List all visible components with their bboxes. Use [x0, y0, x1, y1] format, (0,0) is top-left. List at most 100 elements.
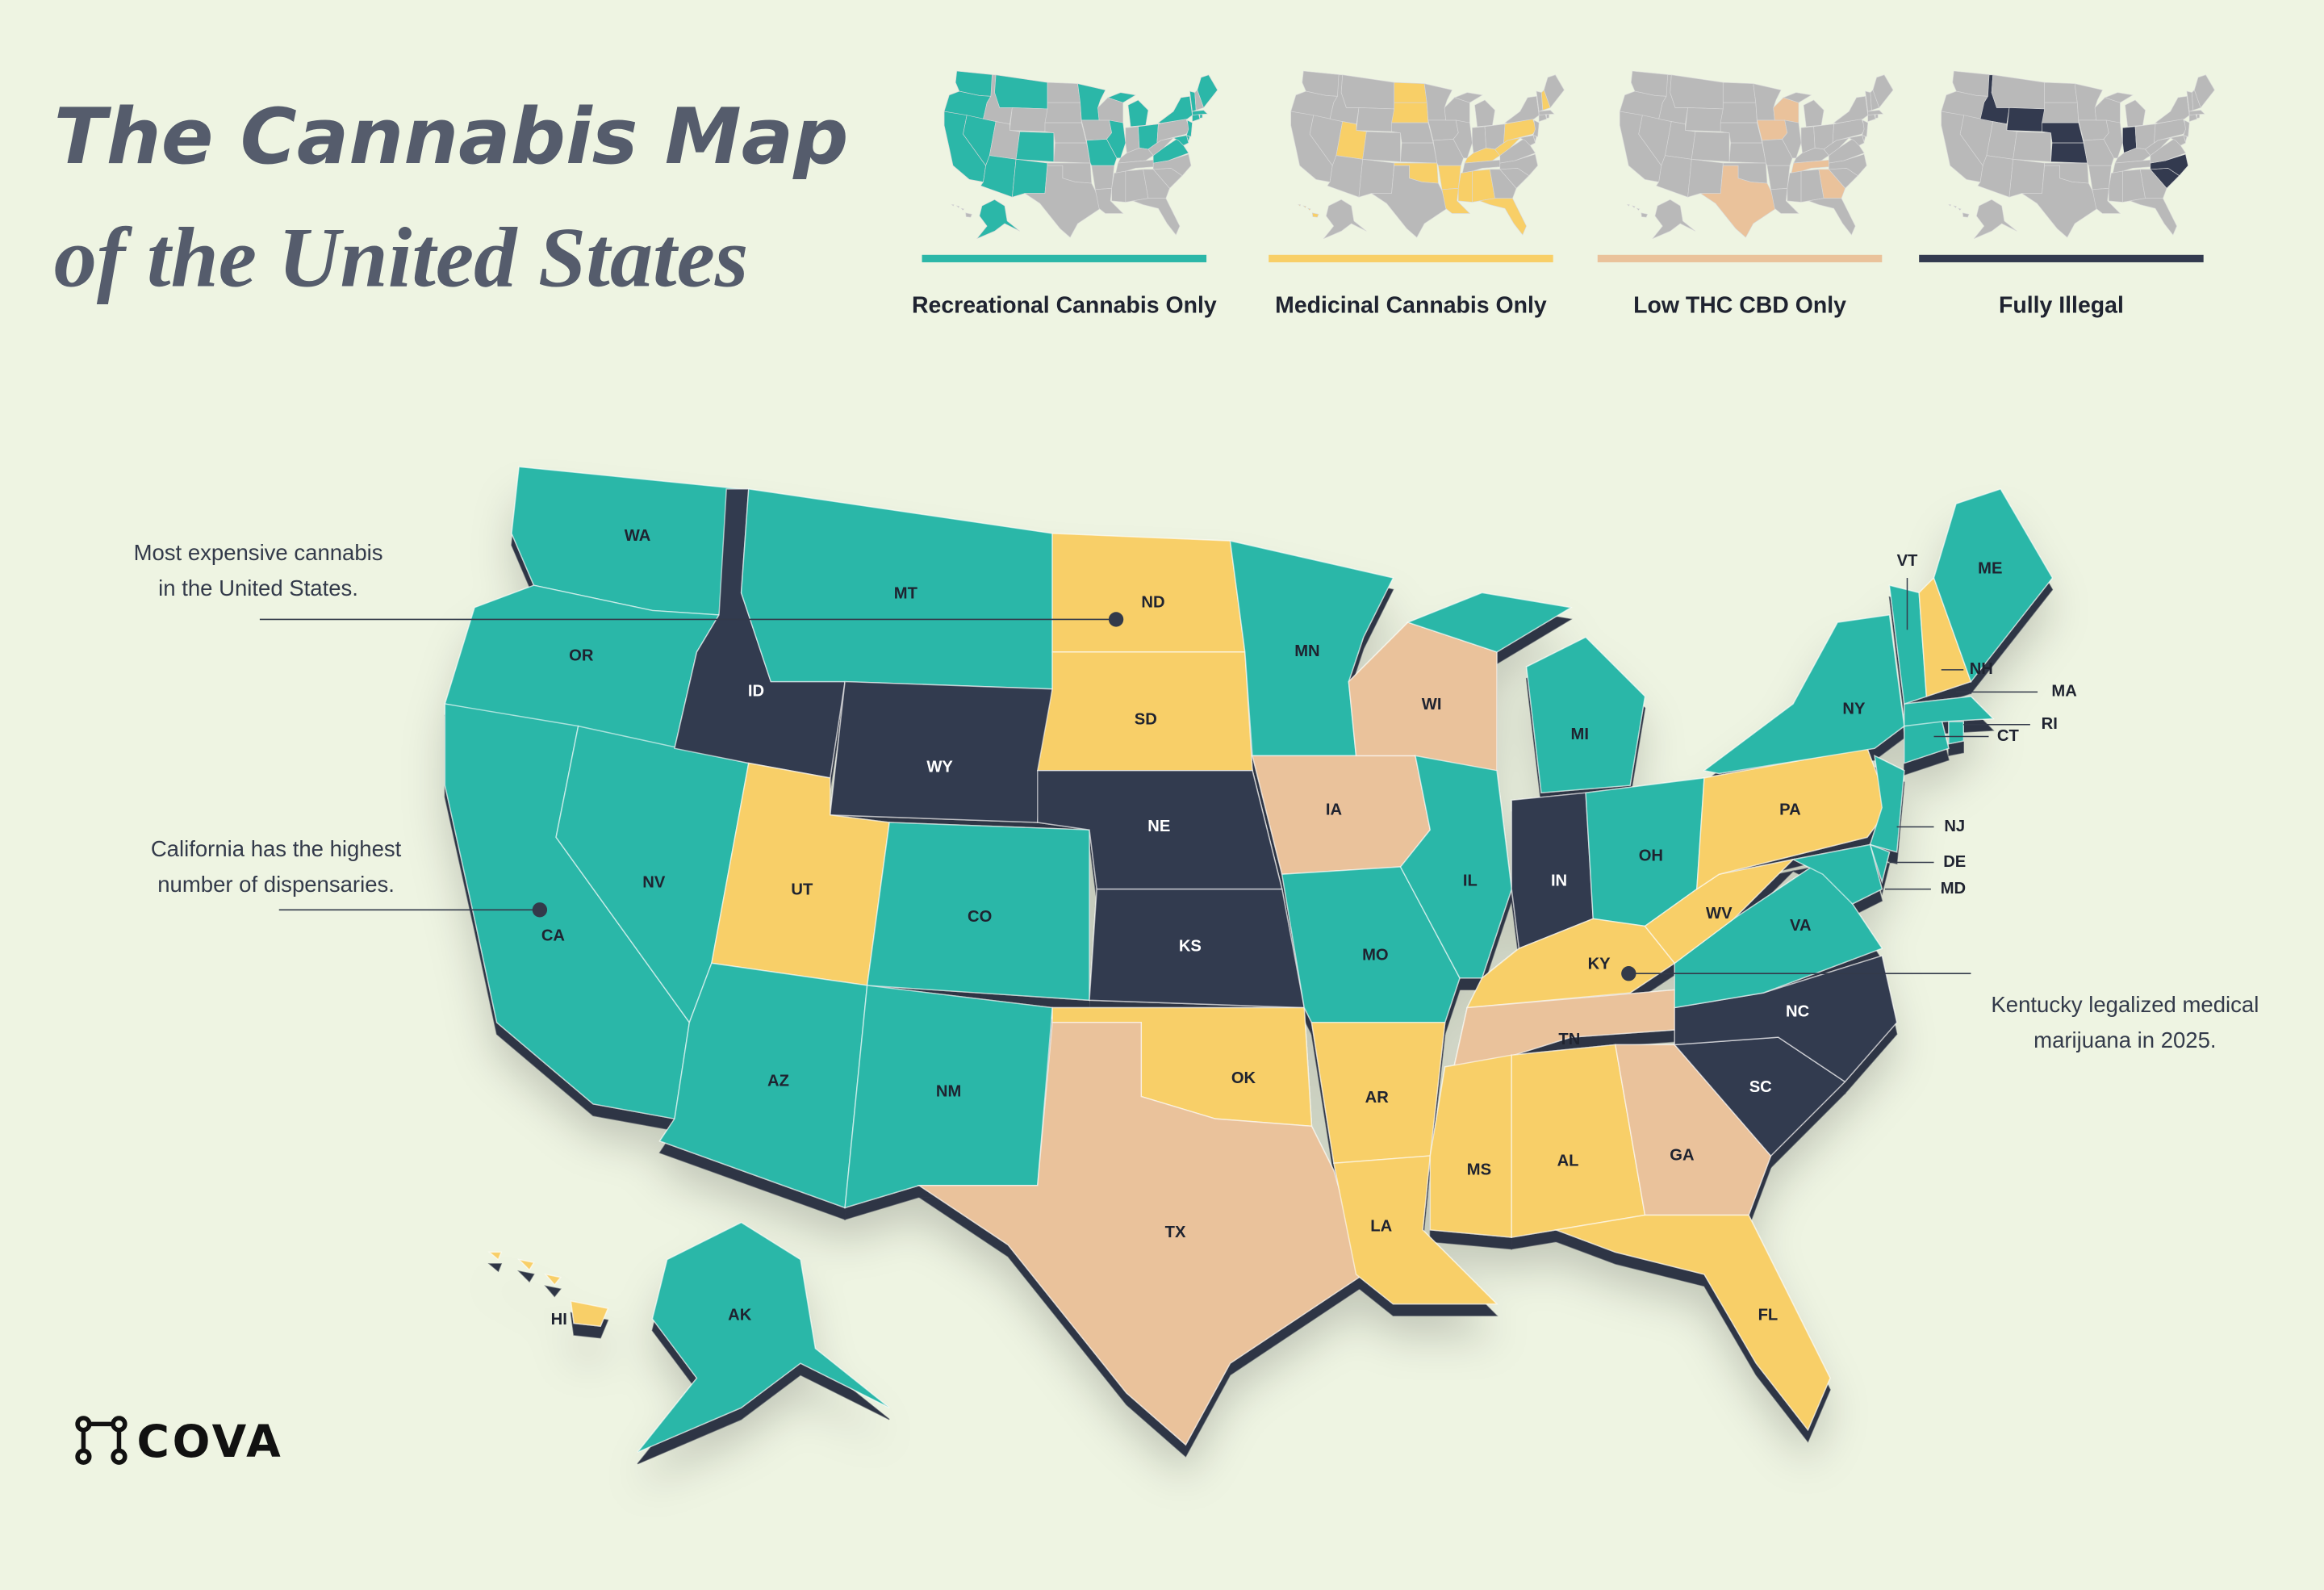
- mini-state: [2155, 95, 2190, 124]
- mini-state: [1720, 102, 1758, 123]
- state: [829, 680, 1053, 823]
- state-label: ID: [748, 683, 764, 701]
- state: [1948, 721, 1964, 745]
- mini-state: [1009, 107, 1048, 132]
- mini-state: [1867, 110, 1884, 116]
- legend-map: [943, 70, 1218, 239]
- state: [1553, 1214, 1831, 1432]
- legend-map: [1619, 70, 1894, 239]
- state: [917, 1022, 1365, 1446]
- title-line-1: The Cannabis Map: [54, 91, 849, 182]
- state-label: AL: [1557, 1153, 1579, 1170]
- mini-state: [1356, 107, 1395, 132]
- mini-state: [1519, 135, 1536, 146]
- state-label: ND: [1141, 594, 1164, 612]
- state: [1703, 614, 1905, 775]
- mini-state: [1427, 119, 1459, 141]
- mini-state: [976, 199, 1020, 239]
- mini-state: [1143, 169, 1170, 199]
- state-label: FL: [1758, 1307, 1779, 1324]
- state: [1406, 592, 1646, 794]
- state-label: ME: [1978, 559, 2002, 577]
- mini-state: [1358, 159, 1395, 198]
- mini-state: [2197, 114, 2200, 119]
- mini-state: [1818, 169, 1846, 199]
- us-map: [444, 466, 2054, 1453]
- mini-state: [2050, 142, 2088, 164]
- mini-state: [2013, 131, 2051, 162]
- mini-state: [1192, 110, 1208, 116]
- mini-state: [951, 204, 972, 218]
- state-label: OR: [569, 647, 594, 665]
- mini-state: [2188, 110, 2205, 116]
- annotation-text: California has the highest: [151, 836, 402, 861]
- state-label: PA: [1779, 801, 1801, 819]
- mini-state: [1544, 74, 1565, 109]
- state-label: MD: [1941, 880, 1966, 898]
- state-label: CT: [1997, 727, 2020, 745]
- state-label: AK: [728, 1307, 752, 1324]
- state-label: KS: [1179, 938, 1202, 956]
- state-label: VT: [1897, 552, 1918, 570]
- logo-icon: [75, 1416, 127, 1465]
- annotation-dot: [1108, 612, 1124, 627]
- mini-state: [1504, 95, 1540, 124]
- mini-state: [2104, 92, 2146, 128]
- state-label: MA: [2051, 683, 2077, 701]
- state-label: SC: [1749, 1078, 1772, 1096]
- state-label: AZ: [767, 1073, 789, 1090]
- state-label: NC: [1786, 1002, 1810, 1020]
- mini-state: [1766, 165, 1791, 190]
- mini-state: [1782, 119, 1802, 159]
- state-label: CA: [541, 927, 566, 945]
- state-label: NH: [1970, 660, 1993, 678]
- mini-state: [1015, 131, 1055, 162]
- legend-bar: [1597, 254, 1883, 262]
- state-label: SD: [1135, 711, 1157, 729]
- mini-state: [1323, 199, 1367, 239]
- mini-state: [1453, 92, 1495, 128]
- legend-map: [1290, 70, 1565, 239]
- logo: COVA: [75, 1416, 281, 1467]
- state: [1933, 487, 2054, 684]
- annotations: Most expensive cannabis in the United Sta…: [134, 540, 2259, 1052]
- state-label: CO: [968, 908, 992, 926]
- state-label: WI: [1422, 696, 1442, 713]
- mini-state: [1783, 92, 1825, 128]
- mini-state: [2169, 135, 2186, 146]
- legend-label: Fully Illegal: [1999, 292, 2124, 318]
- state-label: OH: [1639, 847, 1663, 865]
- mini-state: [1691, 131, 1730, 162]
- mini-state: [1457, 170, 1473, 203]
- state-label: NJ: [1944, 818, 1965, 835]
- mini-state: [1400, 142, 1438, 164]
- legend-bar: [1269, 254, 1553, 262]
- state-label: TN: [1558, 1031, 1580, 1048]
- state-labels: WA OR CA NV ID MT WY UT CO AZ NM ND SD NE KS OK TX MN IA MO…: [541, 527, 2077, 1328]
- mini-state: [2108, 170, 2123, 203]
- mini-state: [2078, 119, 2109, 141]
- state-label: RI: [2042, 715, 2058, 733]
- state-label: TX: [1165, 1224, 1186, 1241]
- mini-state: [1047, 82, 1081, 103]
- mini-state: [1948, 204, 1970, 218]
- mini-state: [2129, 198, 2177, 236]
- mini-state: [1833, 95, 1869, 124]
- state-label: NM: [936, 1082, 961, 1100]
- state-label: IN: [1551, 872, 1567, 890]
- mini-state: [1808, 198, 1856, 236]
- title-line-2: of the United States: [54, 210, 749, 305]
- mini-state: [1722, 82, 1757, 103]
- mini-state: [1787, 170, 1802, 203]
- state-label: MN: [1294, 642, 1319, 660]
- mini-state: [1685, 107, 1724, 132]
- state-label: UT: [791, 881, 813, 899]
- state-label: IL: [1463, 872, 1478, 890]
- legend: Recreational Cannabis Only Medicinal Cann…: [912, 70, 2215, 318]
- mini-state: [1478, 198, 1527, 236]
- annotation-text: Kentucky legalized medical: [1991, 992, 2259, 1017]
- state: [1674, 955, 1898, 1083]
- state-label: WA: [625, 527, 651, 545]
- mini-state: [1107, 92, 1149, 128]
- mini-state: [1974, 199, 2017, 239]
